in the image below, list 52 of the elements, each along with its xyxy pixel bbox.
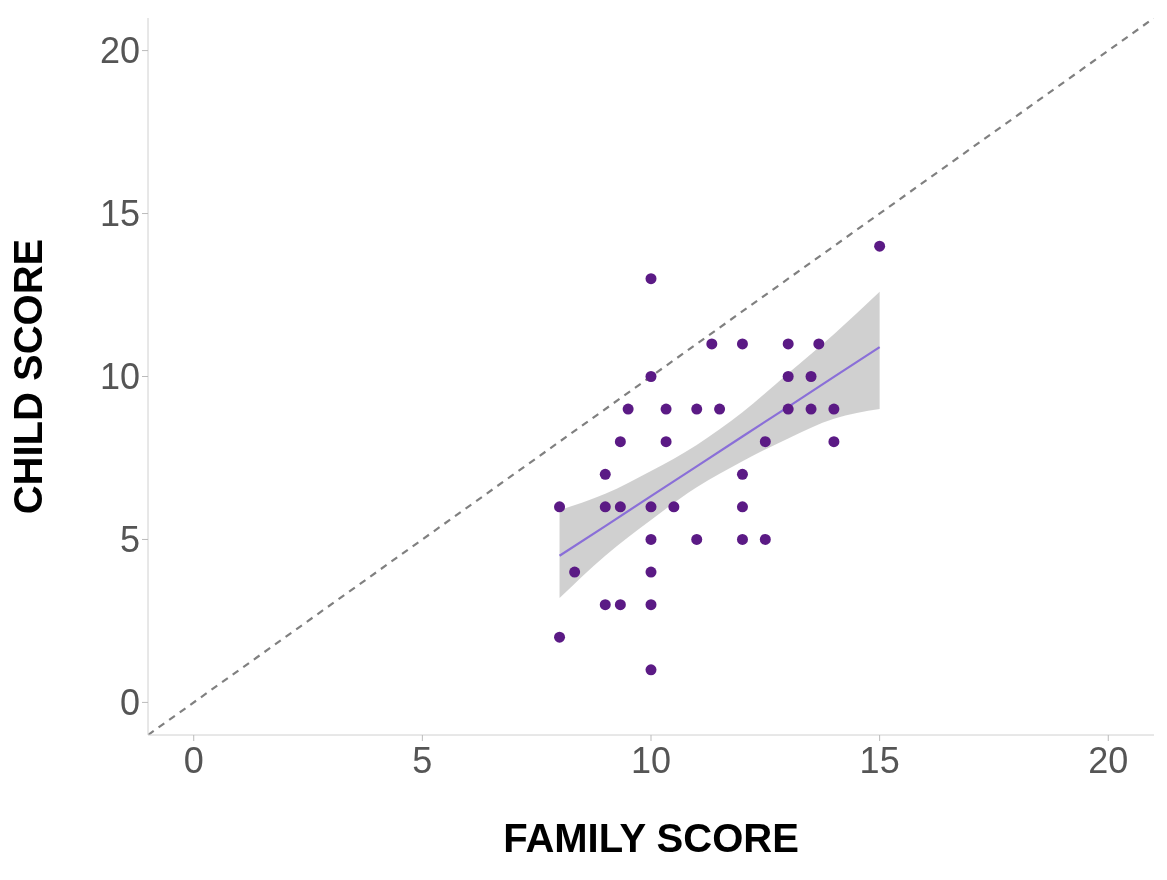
point <box>736 533 748 545</box>
point <box>828 403 840 415</box>
point <box>714 403 726 415</box>
x-tick-label: 20 <box>1088 739 1129 781</box>
x-tick-label: 10 <box>630 739 672 781</box>
point <box>645 501 657 513</box>
point <box>736 468 748 480</box>
x-tick-label: 0 <box>183 739 204 781</box>
point <box>622 403 634 415</box>
point <box>736 501 748 513</box>
point <box>782 371 794 382</box>
point <box>805 371 817 382</box>
point <box>645 533 657 545</box>
point <box>599 468 611 480</box>
point <box>660 403 672 415</box>
point <box>569 566 581 578</box>
point <box>599 599 611 611</box>
point <box>660 436 672 448</box>
point <box>614 599 626 611</box>
line-series <box>558 346 881 557</box>
point <box>645 599 657 611</box>
point <box>645 664 657 676</box>
point <box>645 566 657 578</box>
point <box>668 501 680 513</box>
point <box>691 403 703 415</box>
point <box>645 273 657 285</box>
point <box>691 533 703 545</box>
point <box>759 436 771 448</box>
point <box>805 403 817 415</box>
point <box>599 501 611 513</box>
point <box>736 338 748 350</box>
point <box>813 338 825 350</box>
point <box>706 338 718 350</box>
y-tick-label: 15 <box>99 193 140 235</box>
point <box>614 501 626 513</box>
y-tick-label: 5 <box>119 519 140 561</box>
y-tick-label: 0 <box>119 682 140 724</box>
point <box>554 631 566 643</box>
x-tick-label: 15 <box>859 739 900 781</box>
point <box>828 436 840 448</box>
point <box>782 338 794 350</box>
point <box>759 533 771 545</box>
point <box>554 501 566 513</box>
point <box>874 240 886 252</box>
y-tick-label: 20 <box>99 30 140 72</box>
x-axis-title: FAMILY SCORE <box>503 816 799 860</box>
point <box>782 403 794 415</box>
point <box>614 436 626 448</box>
y-tick-label: 10 <box>99 356 140 398</box>
x-tick-label: 5 <box>412 739 433 781</box>
y-axis-title: CHILD SCORE <box>6 238 51 515</box>
point <box>645 371 657 382</box>
